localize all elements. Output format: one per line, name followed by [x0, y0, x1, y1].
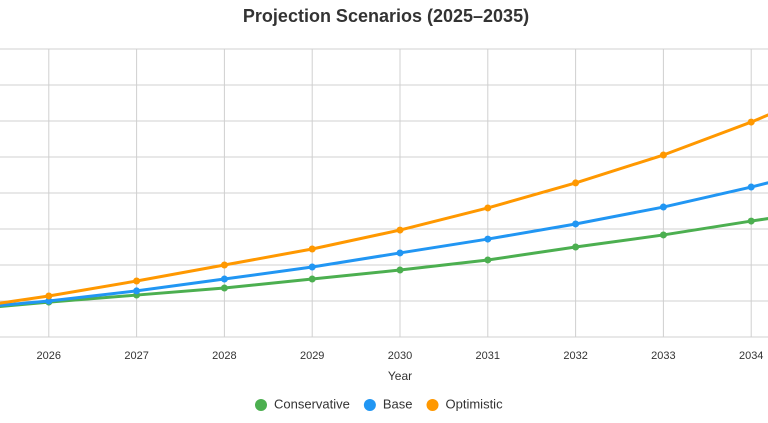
data-point [396, 226, 404, 234]
data-point [572, 220, 580, 228]
data-point [659, 151, 667, 159]
data-point [45, 297, 53, 305]
data-point [308, 275, 316, 283]
data-point [659, 231, 667, 239]
legend-marker [363, 399, 376, 411]
x-tick-label: 2031 [476, 350, 500, 362]
data-point [308, 245, 316, 253]
x-tick-label: 2028 [212, 350, 236, 362]
data-point [484, 256, 492, 264]
x-tick-label: 2034 [739, 350, 763, 362]
data-point [747, 118, 755, 126]
legend-marker [426, 399, 439, 411]
x-tick-label: 2030 [388, 350, 412, 362]
legend-label: Base [383, 396, 413, 411]
data-point [220, 275, 228, 283]
data-point [659, 203, 667, 211]
x-tick-label: 2033 [651, 350, 675, 362]
x-tick-label: 2027 [124, 350, 148, 362]
legend-label: Optimistic [446, 396, 504, 411]
data-point [572, 243, 580, 251]
x-tick-label: 2029 [300, 350, 324, 362]
data-point [133, 287, 141, 295]
data-point [396, 249, 404, 257]
data-point [133, 277, 141, 285]
chart-title: Projection Scenarios (2025–2035) [243, 6, 529, 26]
legend-label: Conservative [274, 396, 350, 411]
legend-marker [255, 399, 267, 411]
data-point [484, 204, 492, 212]
data-point [572, 179, 580, 187]
data-point [220, 261, 228, 269]
x-tick-label: 2032 [563, 350, 587, 362]
x-tick-label: 2026 [37, 350, 61, 362]
x-axis-label: Year [388, 369, 412, 383]
data-point [396, 266, 404, 274]
data-point [45, 292, 53, 300]
data-point [747, 217, 755, 225]
series-line [0, 113, 768, 305]
data-point [220, 284, 228, 292]
data-point [484, 235, 492, 243]
data-point [747, 183, 755, 191]
data-point [308, 263, 316, 271]
